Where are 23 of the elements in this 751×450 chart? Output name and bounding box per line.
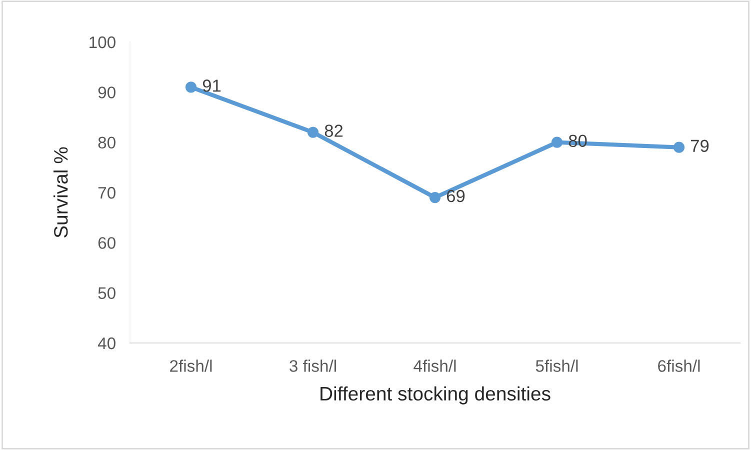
y-tick-label: 50 bbox=[98, 287, 116, 300]
x-tick-label: 3 fish/l bbox=[290, 360, 336, 372]
point bbox=[429, 192, 441, 204]
y-tick-label: 80 bbox=[98, 136, 116, 149]
data-label: 91 bbox=[202, 80, 221, 92]
x-tick-label: 6fish/l bbox=[658, 360, 700, 372]
x-axis-title: Different stocking densities bbox=[320, 386, 550, 404]
y-tick-label: 70 bbox=[98, 186, 116, 199]
x-tick-label: 2fish/l bbox=[170, 360, 212, 372]
point bbox=[551, 136, 563, 148]
y-tick-label: 60 bbox=[98, 237, 116, 249]
point bbox=[673, 142, 685, 153]
y-tick-label: 90 bbox=[98, 86, 116, 98]
data-label: 79 bbox=[691, 140, 709, 152]
y-axis-title: Survival % bbox=[54, 147, 68, 238]
x-tick-label: 5fish/l bbox=[536, 360, 578, 372]
point bbox=[185, 82, 197, 93]
data-label: 69 bbox=[446, 190, 465, 202]
point bbox=[307, 126, 319, 138]
y-tick-label: 40 bbox=[98, 337, 116, 350]
data-label: 82 bbox=[324, 124, 343, 137]
y-tick-label: 100 bbox=[90, 36, 116, 48]
x-tick-label: 4fish/l bbox=[414, 360, 456, 372]
